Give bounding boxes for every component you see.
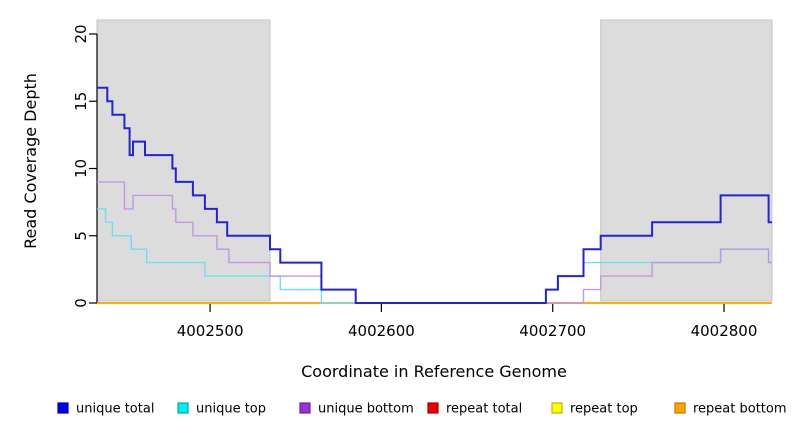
y-axis-tick-label: 10 xyxy=(72,159,90,178)
legend-swatch-unique-top xyxy=(177,402,189,414)
legend-label-repeat-bottom: repeat bottom xyxy=(693,402,787,417)
y-axis-tick-label: 0 xyxy=(72,298,90,308)
y-axis-tick-label: 15 xyxy=(72,92,90,111)
legend-swatch-repeat-top xyxy=(551,402,563,414)
legend-item-unique-bottom: unique bottom xyxy=(299,402,414,417)
legend-label-unique-bottom: unique bottom xyxy=(318,402,414,417)
x-axis-tick-label: 4002600 xyxy=(348,322,415,340)
legend-label-unique-total: unique total xyxy=(76,402,154,417)
axes-layer: 0 5 10 15 20 4002500 4002600 4002700 4002800 xyxy=(72,24,757,340)
legend-item-unique-top: unique top xyxy=(177,402,266,417)
right-flank-highlight xyxy=(600,19,773,302)
legend-item-repeat-bottom: repeat bottom xyxy=(674,402,787,417)
legend-swatch-unique-total xyxy=(57,402,69,414)
highlight-regions-layer xyxy=(96,19,773,302)
y-axis-tick-label: 5 xyxy=(72,231,90,241)
y-axis-tick-label: 20 xyxy=(72,24,90,43)
left-flank-highlight xyxy=(96,19,271,302)
legend-item-repeat-top: repeat top xyxy=(551,402,638,417)
legend-label-repeat-total: repeat total xyxy=(446,402,522,417)
legend-item-repeat-total: repeat total xyxy=(427,402,522,417)
x-axis-title: Coordinate in Reference Genome xyxy=(301,362,567,381)
legend-swatch-repeat-total xyxy=(427,402,439,414)
series-line-unique-total xyxy=(97,86,772,304)
x-axis-tick-label: 4002800 xyxy=(691,322,758,340)
x-axis-tick-label: 4002700 xyxy=(519,322,586,340)
x-axis-tick-label: 4002500 xyxy=(177,322,244,340)
legend-swatch-repeat-bottom xyxy=(674,402,686,414)
legend-swatch-unique-bottom xyxy=(299,402,311,414)
legend-layer: unique total unique top unique bottom repea… xyxy=(57,402,787,417)
y-axis-title: Read Coverage Depth xyxy=(21,73,40,249)
series-line-unique-bottom xyxy=(97,181,772,304)
series-layer xyxy=(97,86,772,304)
legend-label-unique-top: unique top xyxy=(196,402,266,417)
legend-label-repeat-top: repeat top xyxy=(570,402,638,417)
legend-item-unique-total: unique total xyxy=(57,402,154,417)
